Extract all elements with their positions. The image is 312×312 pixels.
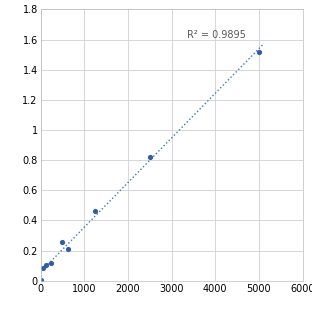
Point	[93, 208, 98, 213]
Point	[256, 49, 261, 54]
Point	[60, 239, 65, 244]
Point	[41, 266, 46, 271]
Point	[43, 262, 49, 267]
Point	[49, 261, 54, 266]
Text: R² = 0.9895: R² = 0.9895	[187, 30, 246, 40]
Point	[38, 278, 43, 283]
Point	[147, 155, 152, 160]
Point	[66, 246, 71, 251]
